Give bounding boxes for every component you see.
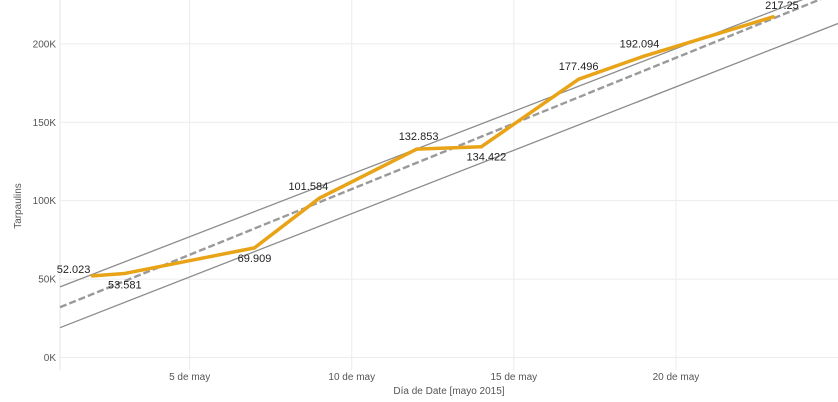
trend-lines <box>59 0 838 329</box>
data-point <box>317 196 321 200</box>
series-line <box>90 15 775 278</box>
data-point <box>414 147 419 151</box>
x-axis-title: Día de Date [mayo 2015] <box>393 386 504 397</box>
y-tick-label: 200K <box>33 39 57 50</box>
data-label: 53.581 <box>108 279 142 291</box>
data-label: 192.094 <box>620 38 660 50</box>
data-label: 177.496 <box>559 61 599 73</box>
data-point <box>577 77 581 81</box>
data-point <box>641 54 646 58</box>
data-point <box>771 15 775 19</box>
data-label: 134.422 <box>467 152 507 164</box>
data-point <box>90 274 95 278</box>
x-tick-label: 20 de may <box>653 372 700 383</box>
grid-lines <box>59 0 838 370</box>
trend-lower-band <box>59 22 838 329</box>
series-lines <box>90 15 775 278</box>
trend-upper-band <box>59 0 804 288</box>
x-axis-ticks: 5 de may 10 de may 15 de may 20 de may <box>169 372 699 383</box>
data-point <box>479 145 484 149</box>
y-tick-label: 100K <box>33 196 57 207</box>
trend-line <box>59 0 822 309</box>
data-label: 52.023 <box>57 264 91 276</box>
y-tick-label: 50K <box>38 275 56 286</box>
data-label: 101.584 <box>288 181 328 193</box>
y-axis-title: Tarpaulins <box>13 183 24 229</box>
data-label: 69.909 <box>238 253 272 265</box>
data-point <box>252 246 257 250</box>
data-label: 132.853 <box>399 131 439 143</box>
y-tick-label: 0K <box>44 353 57 364</box>
y-tick-label: 150K <box>33 118 57 129</box>
x-tick-label: 5 de may <box>169 372 210 383</box>
y-axis-ticks: 0K 50K 100K 150K 200K <box>33 39 57 364</box>
x-tick-label: 15 de may <box>490 372 537 383</box>
data-point <box>123 271 127 276</box>
x-tick-label: 10 de may <box>328 372 375 383</box>
data-labels: 52.023 53.581 69.909 101.584 132.853 134.422 1… <box>57 0 799 291</box>
data-label: 217.25 <box>765 0 799 12</box>
